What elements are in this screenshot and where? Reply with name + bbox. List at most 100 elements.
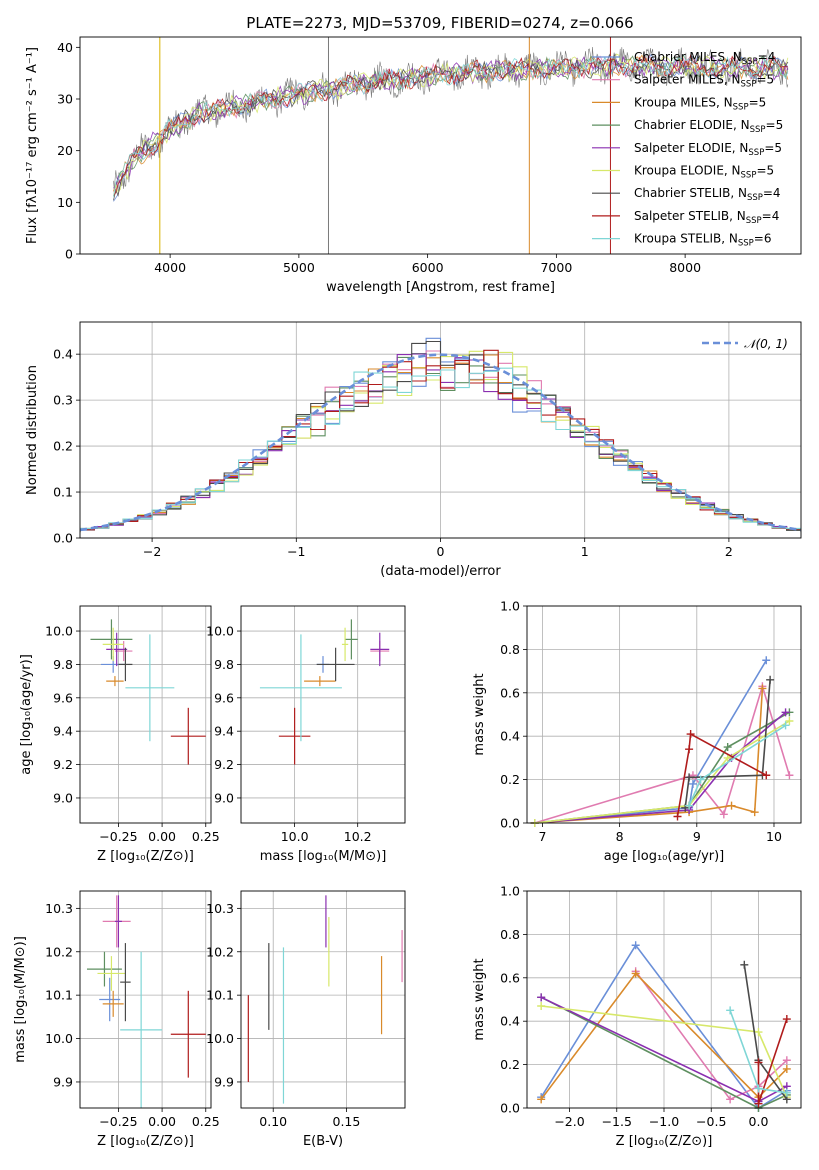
weight-point-marker [686,730,695,739]
weight-point-marker [782,1056,791,1065]
legend-entry: Kroupa MILES, NSSP=5 [634,95,766,112]
weight-point-marker [754,1028,763,1037]
axes-frame [240,890,406,1109]
axes-frame [526,605,802,824]
weight-point-marker [723,743,732,752]
x-tick-label: 0.25 [192,829,220,844]
weight-series-line [635,970,788,1101]
y-tick-label: 0.6 [500,685,520,700]
legend-entry: Salpeter ELODIE, NSSP=5 [634,141,782,158]
y-axis-label: Flux [fλ10⁻¹⁷ erg cm⁻² s⁻¹ A⁻¹] [25,47,40,244]
y-tick-label: 0.2 [53,439,73,454]
legend-text: Chabrier STELIB, N [634,186,747,200]
x-tick-label: 5000 [283,260,315,275]
x-axis-label: wavelength [Angstrom, rest frame] [326,280,555,295]
model-spectrum [113,53,789,197]
histograms [80,337,801,533]
legend-subscript: SSP [733,102,749,112]
y-tick-label: 10.1 [45,988,73,1003]
legend-entry: Salpeter MILES, NSSP=5 [634,73,774,90]
y-tick-label: 1.0 [500,599,520,614]
weight-series-line [534,711,787,824]
x-tick-label: −1.0 [649,1114,679,1129]
model-spectrum [113,54,788,197]
x-tick-label: 10 [766,829,782,844]
weight-point-marker [785,771,794,780]
legend-subscript: SSP [750,125,766,135]
y-tick-label: 9.4 [214,724,234,739]
normal-reference-curve [80,353,801,532]
legend-value: =5 [756,73,774,87]
panel-spectrum: 4000 5000 6000 7000 8000 0 10 20 30 40 wavelength … [25,36,802,295]
x-tick-label: 4000 [154,260,186,275]
legend-text: Salpeter STELIB, N [634,209,746,223]
y-tick-label: 1.0 [500,884,520,899]
legend-entry: Kroupa STELIB, NSSP=6 [634,232,772,249]
y-tick-label: 0.4 [53,347,73,362]
y-tick-label: 0.0 [500,816,520,831]
model-spectrum [113,53,789,196]
x-tick-label: −0.25 [99,1114,137,1129]
y-tick-label: 9.4 [53,724,73,739]
weight-point-marker [754,1084,763,1093]
legend-value: =6 [754,232,772,246]
y-tick-label: 10.2 [206,944,234,959]
y-axis-label: mass weight [472,958,487,1040]
x-tick-label: −0.25 [99,829,137,844]
panel-mass_vs_Z: −0.25 0.00 0.25 9.9 10.0 10.1 10.2 10.3 Z [log₁₀… [13,890,220,1149]
legend-value: =4 [762,209,780,223]
y-tick-label: 0.8 [500,927,520,942]
x-tick-label: 1 [581,544,589,559]
y-tick-label: 9.0 [214,790,234,805]
y-tick-label: 0.8 [500,642,520,657]
x-tick-label: 10.0 [281,829,309,844]
y-axis-label: Normed distribution [25,365,40,495]
panel-weight_vs_Z: −2.0 −1.5 −1.0 −0.5 0.0 0.0 0.2 0.4 0.6 0.8 1.0 Z [… [472,884,802,1149]
x-axis-label: age [log₁₀(age/yr)] [604,849,725,864]
weight-point-marker [785,717,794,726]
axes-frame [79,890,212,1109]
weight-point-marker [685,773,694,782]
legend-subscript: SSP [738,239,754,249]
y-tick-label: 10.0 [45,1031,73,1046]
y-tick-label: 10.0 [206,624,234,639]
x-axis-label: Z [log₁₀(Z/Z⊙)] [97,849,194,864]
weight-point-marker [727,801,736,810]
legend-value: =5 [766,118,784,132]
weight-point-marker [537,993,546,1002]
weight-point-marker [766,675,775,684]
legend-value: =4 [763,186,781,200]
legend-text: Kroupa MILES, N [634,95,733,109]
y-tick-label: 0.0 [53,531,73,546]
y-tick-label: 9.8 [53,657,73,672]
x-tick-label: 7 [538,829,546,844]
y-tick-label: 10.2 [45,944,73,959]
y-tick-label: 40 [57,40,73,55]
y-tick-label: 0.3 [53,393,73,408]
panel-mass_vs_EBV: 0.10 0.15 9.9 10.0 10.1 10.2 10.3 E(B-V) [206,890,406,1149]
y-tick-label: 20 [57,143,73,158]
legend-entry: 𝒩(0, 1) [744,337,788,351]
y-tick-label: 10.1 [206,988,234,1003]
model-spectrum [113,55,789,189]
y-tick-label: 9.9 [53,1074,73,1089]
x-tick-label: 9 [693,829,701,844]
weight-point-marker [754,1058,763,1067]
y-tick-label: 10 [57,195,73,210]
weight-point-marker [537,1095,546,1104]
x-axis-label: E(B-V) [303,1134,343,1149]
x-tick-label: −0.5 [696,1114,726,1129]
weight-point-marker [762,771,771,780]
y-tick-label: 9.6 [53,690,73,705]
legend-value: =5 [749,95,767,109]
y-tick-label: 0.2 [500,772,520,787]
legend-subscript: SSP [741,80,757,90]
legend-subscript: SSP [741,171,757,181]
legend-text: Kroupa STELIB, N [634,232,738,246]
weight-point-marker [782,1015,791,1024]
legend-text: Kroupa ELODIE, N [634,164,741,178]
y-axis-label: mass [log₁₀(M/M⊙)] [13,936,28,1063]
x-tick-label: 0.25 [192,1114,220,1129]
y-tick-label: 0.0 [500,1101,520,1116]
legend-subscript: SSP [746,216,762,226]
